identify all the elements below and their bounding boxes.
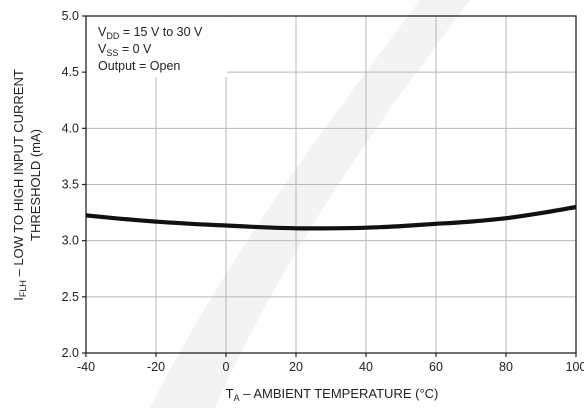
y-tick-label: 5.0: [62, 9, 79, 23]
y-axis-title-line1: IFLH – LOW TO HIGH INPUT CURRENT: [11, 69, 28, 301]
x-tick-label: 20: [289, 360, 303, 374]
legend-entry: VSS = 0 V: [98, 42, 152, 58]
axis-ticks: [82, 15, 577, 357]
watermark-band: [150, 0, 470, 408]
x-tick-label: 100: [566, 360, 584, 374]
background-watermark: [150, 0, 470, 408]
y-tick-label: 3.5: [62, 178, 79, 192]
x-tick-label: 0: [223, 360, 230, 374]
x-tick-label: 80: [499, 360, 513, 374]
series-line: [85, 204, 577, 231]
data-curves: [85, 204, 577, 231]
legend-box: [87, 17, 227, 77]
y-tick-label: 2.5: [62, 290, 79, 304]
y-tick-label: 3.0: [62, 234, 79, 248]
x-tick-label: 40: [359, 360, 373, 374]
y-tick-label: 2.0: [62, 346, 79, 360]
y-tick-label: 4.0: [62, 121, 79, 135]
legend-entry: VDD = 15 V to 30 V: [98, 25, 203, 41]
y-axis-title-line2: THRESHOLD (mA): [28, 129, 43, 241]
y-tick-label: 4.5: [62, 65, 79, 79]
x-tick-label: -20: [147, 360, 165, 374]
x-tick-label: -40: [77, 360, 95, 374]
legend-entry: Output = Open: [98, 59, 180, 73]
x-tick-labels: -40 -20 0 20 40 60 80 100: [77, 360, 584, 374]
x-axis-title: TA – AMBIENT TEMPERATURE (°C): [226, 386, 439, 403]
y-tick-labels: 2.0 2.5 3.0 3.5 4.0 4.5 5.0: [62, 9, 79, 360]
x-tick-label: 60: [429, 360, 443, 374]
